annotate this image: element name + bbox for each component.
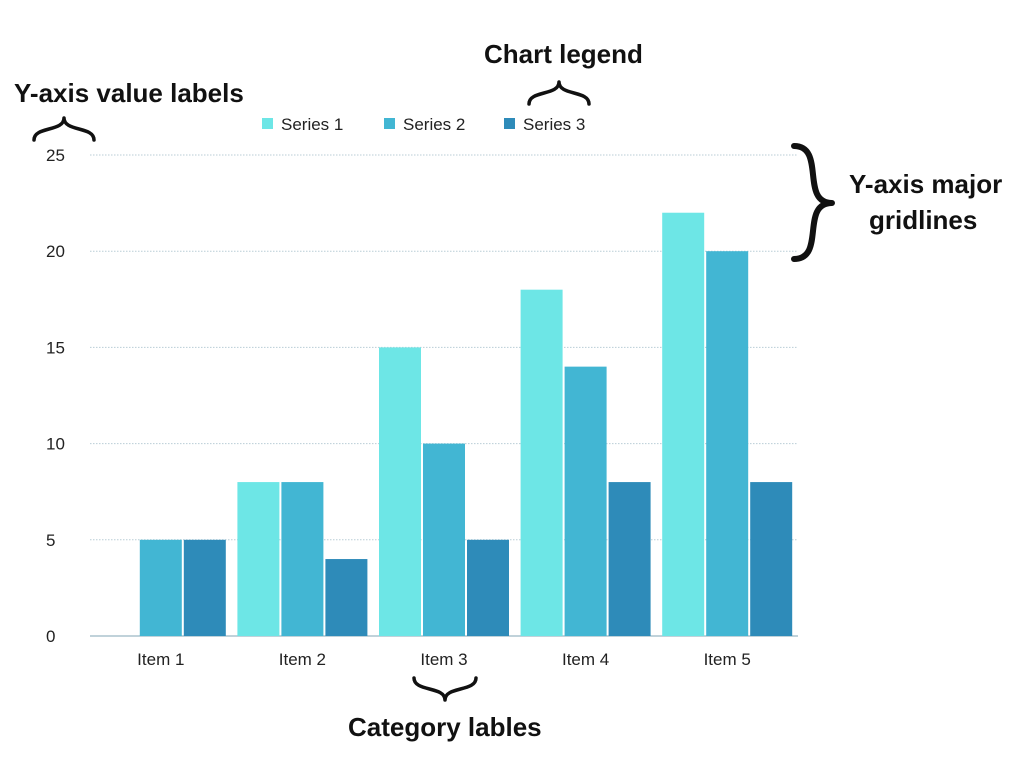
legend-label-series1: Series 1 <box>281 115 343 134</box>
bars <box>139 212 793 636</box>
brace-y-axis-value-labels <box>32 116 96 142</box>
category-label: Item 2 <box>279 650 326 669</box>
brace-category-labels <box>412 676 478 702</box>
annotation-category-labels: Category lables <box>348 712 542 742</box>
bar-series3-item-5 <box>750 482 793 636</box>
category-label: Item 1 <box>137 650 184 669</box>
bar-series1-item-5 <box>662 212 705 636</box>
y-tick-label: 20 <box>46 242 65 261</box>
bar-series2-item-5 <box>706 251 749 636</box>
bar-series1-item-3 <box>379 347 421 636</box>
bar-series2-item-4 <box>564 366 607 636</box>
legend-swatch-series1 <box>262 118 273 129</box>
bar-series1-item-4 <box>520 289 563 636</box>
annotation-chart-legend: Chart legend <box>484 39 643 69</box>
y-tick-label: 5 <box>46 531 55 550</box>
bar-series3-item-2 <box>325 559 368 636</box>
y-tick-label: 10 <box>46 435 65 454</box>
brace-y-axis-gridlines <box>791 143 835 262</box>
bar-series1-item-2 <box>237 482 280 636</box>
bar-series2-item-1 <box>139 539 182 636</box>
bar-series2-item-2 <box>281 482 324 636</box>
brace-chart-legend <box>527 80 591 106</box>
y-tick-label: 15 <box>46 338 65 357</box>
bar-series3-item-4 <box>608 482 651 636</box>
legend-label-series2: Series 2 <box>403 115 465 134</box>
bar-series3-item-1 <box>183 539 226 636</box>
category-labels: Item 1 Item 2 Item 3 Item 4 Item 5 <box>137 650 751 669</box>
category-label: Item 3 <box>420 650 467 669</box>
bar-series3-item-3 <box>467 539 509 636</box>
annotation-y-axis-value-labels: Y-axis value labels <box>14 78 244 108</box>
category-label: Item 5 <box>704 650 751 669</box>
bar-series2-item-3 <box>423 443 465 636</box>
chart-legend: Series 1 Series 2 Series 3 <box>262 115 585 134</box>
annotation-y-axis-gridlines-line2: gridlines <box>869 205 977 235</box>
y-axis-value-labels: 0 5 10 15 20 25 <box>46 146 65 646</box>
legend-swatch-series2 <box>384 118 395 129</box>
annotation-y-axis-gridlines-line1: Y-axis major <box>849 169 1002 199</box>
category-label: Item 4 <box>562 650 609 669</box>
legend-label-series3: Series 3 <box>523 115 585 134</box>
y-tick-label: 25 <box>46 146 65 165</box>
y-tick-label: 0 <box>46 627 55 646</box>
legend-swatch-series3 <box>504 118 515 129</box>
